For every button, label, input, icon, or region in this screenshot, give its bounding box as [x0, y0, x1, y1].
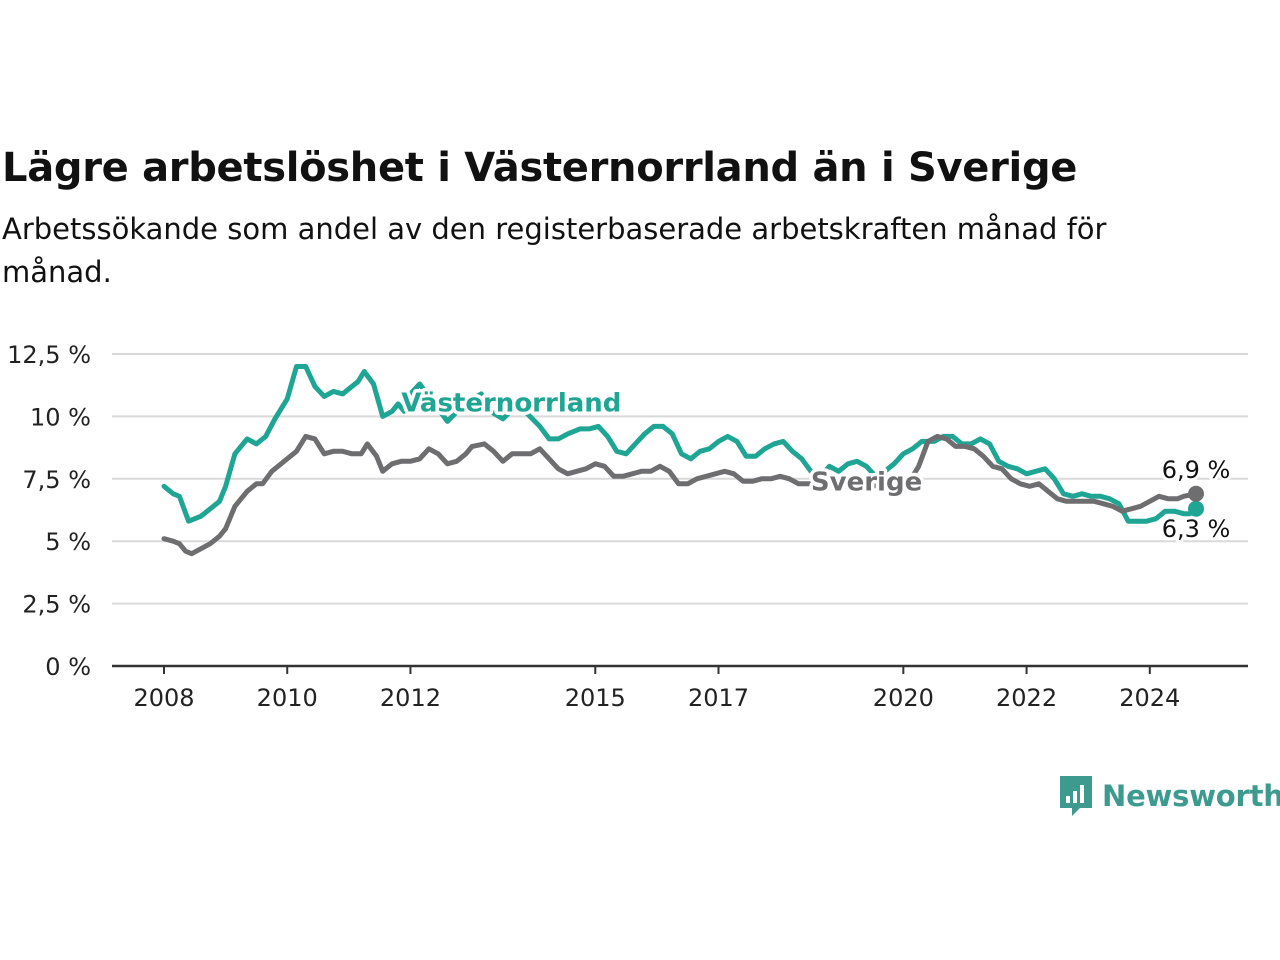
y-tick-label: 5 % — [45, 528, 91, 556]
y-tick-label: 7,5 % — [22, 466, 91, 494]
brand-name: Newsworthy — [1102, 779, 1280, 813]
x-tick-label: 2015 — [565, 684, 626, 710]
series-end-label-sverige: 6,9 % — [1162, 456, 1231, 484]
series-line-sverige — [161, 433, 1199, 557]
y-tick-label: 2,5 % — [22, 591, 91, 619]
y-tick-label: 12,5 % — [7, 341, 91, 369]
label-layer: Västernorrland Sverige 6,9 % 6,3 % — [398, 385, 1234, 546]
x-tick-label: 2024 — [1119, 684, 1180, 710]
series-line-vasternorrland — [161, 364, 1199, 524]
x-tick-label: 2017 — [688, 684, 749, 710]
newsworthy-bar-chart-icon — [1060, 776, 1092, 816]
line-chart: 0 % 2,5 % 5 % 7,5 % 10 % 12,5 % 2008 2010 2012 20… — [7, 341, 1248, 710]
y-tick-label: 0 % — [45, 653, 91, 681]
series-end-label-vasternorrland: 6,3 % — [1162, 515, 1231, 543]
y-tick-label: 10 % — [30, 403, 91, 431]
axis-layer: 0 % 2,5 % 5 % 7,5 % 10 % 12,5 % 2008 2010 2012 20… — [7, 341, 1248, 710]
newsworthy-logo: Newsworthy — [1058, 774, 1280, 818]
x-tick-label: 2008 — [133, 684, 194, 710]
x-tick-label: 2012 — [380, 684, 441, 710]
series-layer — [161, 364, 1204, 557]
series-name-label-vasternorrland: Västernorrland — [401, 388, 621, 418]
x-tick-label: 2020 — [873, 684, 934, 710]
x-tick-label: 2022 — [996, 684, 1057, 710]
chart-title: Lägre arbetslöshet i Västernorrland än i… — [2, 145, 1078, 191]
chart-subtitle: Arbetssökande som andel av den registerb… — [2, 212, 1107, 289]
series-end-marker-vasternorrland — [1188, 500, 1204, 517]
x-tick-label: 2010 — [257, 684, 318, 710]
series-end-marker-sverige — [1188, 485, 1204, 502]
grid-layer — [112, 353, 1248, 605]
series-name-label-sverige: Sverige — [811, 467, 922, 497]
